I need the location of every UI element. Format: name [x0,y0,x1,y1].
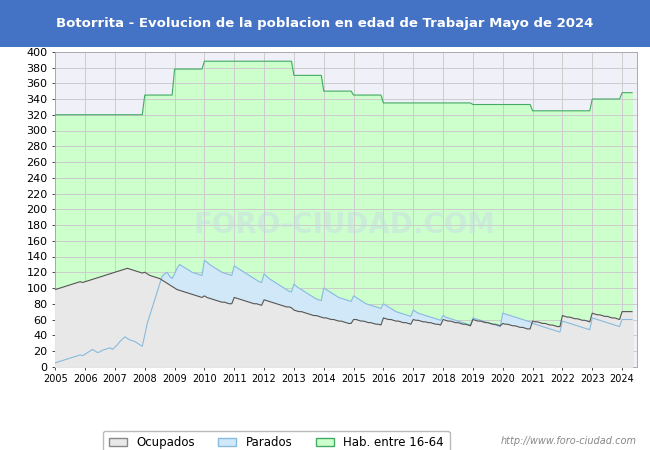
Text: FORO-CIUDAD.COM: FORO-CIUDAD.COM [194,211,495,239]
Text: Botorrita - Evolucion de la poblacion en edad de Trabajar Mayo de 2024: Botorrita - Evolucion de la poblacion en… [57,17,593,30]
Legend: Ocupados, Parados, Hab. entre 16-64: Ocupados, Parados, Hab. entre 16-64 [103,431,450,450]
Text: http://www.foro-ciudad.com: http://www.foro-ciudad.com [501,436,637,446]
